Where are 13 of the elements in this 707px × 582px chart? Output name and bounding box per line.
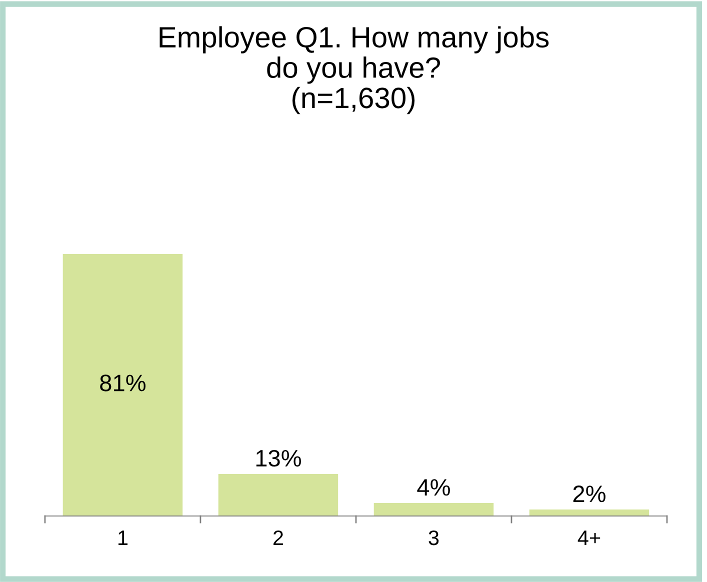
bar — [62, 254, 183, 516]
bar — [374, 503, 494, 516]
x-tick-label: 4+ — [578, 530, 600, 545]
data-label: 4% — [417, 479, 450, 496]
data-label: 2% — [573, 486, 606, 502]
chart-title: Employee Q1. How many jobs do you have? (n=1,630) — [160, 26, 549, 114]
x-tick-label: 2 — [273, 530, 283, 545]
x-tick-label: 1 — [118, 530, 128, 545]
bar — [218, 474, 338, 516]
x-tick-label: 3 — [428, 530, 439, 546]
data-label: 81% — [100, 374, 146, 392]
bar — [529, 510, 650, 516]
data-label: 13% — [256, 450, 302, 467]
